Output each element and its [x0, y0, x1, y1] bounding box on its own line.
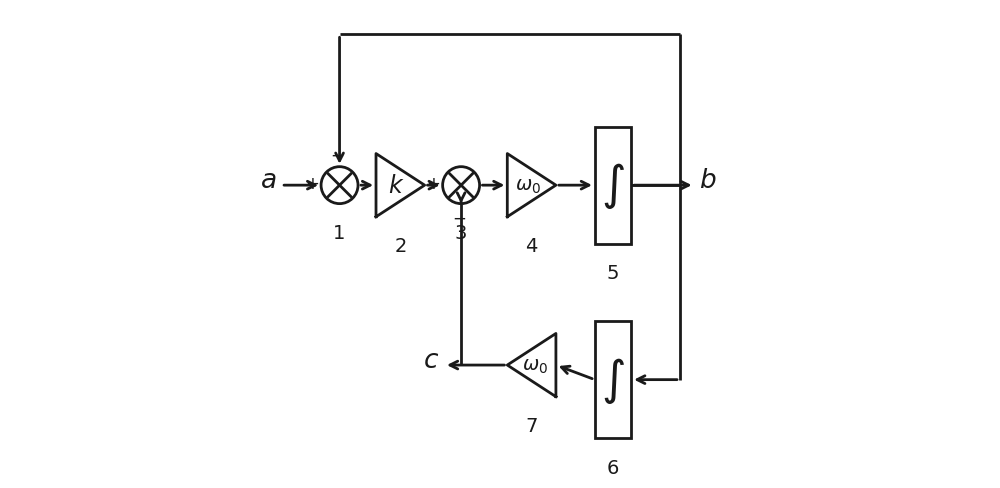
- Text: $a$: $a$: [260, 168, 276, 194]
- Text: $-$: $-$: [452, 208, 466, 226]
- Text: 7: 7: [525, 416, 538, 435]
- Text: 1: 1: [333, 224, 346, 243]
- Text: $+$: $+$: [305, 174, 319, 192]
- Text: 3: 3: [455, 224, 467, 243]
- Bar: [595, 127, 631, 244]
- Text: 5: 5: [607, 264, 619, 283]
- Text: $c$: $c$: [423, 347, 439, 373]
- Text: $k$: $k$: [388, 174, 405, 198]
- Text: $\omega_0$: $\omega_0$: [522, 356, 549, 375]
- Text: $\int$: $\int$: [601, 161, 625, 211]
- Text: 2: 2: [394, 237, 407, 256]
- Text: $b$: $b$: [699, 168, 717, 194]
- Bar: [595, 322, 631, 438]
- Text: 4: 4: [525, 237, 538, 256]
- Text: $\omega_0$: $\omega_0$: [515, 176, 541, 195]
- Text: $\int$: $\int$: [601, 355, 625, 405]
- Text: $+$: $+$: [426, 174, 440, 192]
- Text: 6: 6: [607, 458, 619, 477]
- Text: $-$: $-$: [330, 145, 344, 163]
